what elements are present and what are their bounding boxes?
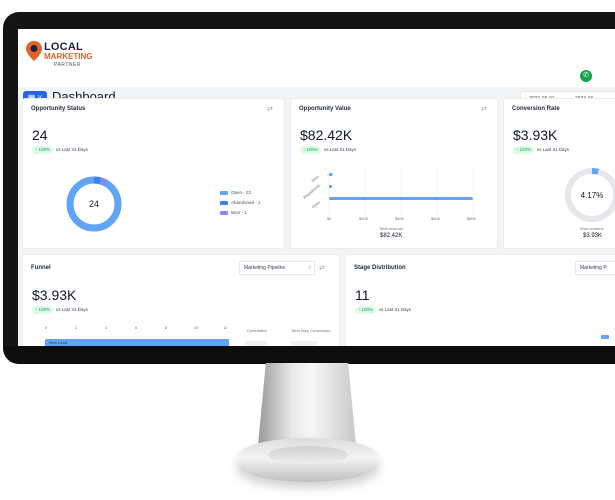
- column-header-cumulative: Cumulative: [247, 328, 268, 333]
- legend-label: Open - 22: [231, 190, 252, 195]
- x-tick: 4: [105, 325, 108, 330]
- metric-value: $3.93K: [513, 127, 558, 143]
- legend-swatch: [220, 200, 228, 205]
- total-revenue-value: $82.42K: [380, 233, 403, 239]
- card-title: Opportunity Status: [31, 106, 86, 112]
- delta-row: ↑ 100% vs Last 31 Days: [513, 146, 569, 154]
- y-axis-label: Won: [310, 173, 320, 184]
- won-revenue-label: Won revenue: [580, 226, 604, 231]
- gauge-fill[interactable]: [565, 168, 615, 222]
- legend-swatch: [220, 210, 228, 215]
- card-title: Funnel: [31, 265, 51, 271]
- next-step-cell: [291, 341, 317, 346]
- monitor-stand-base-top: [268, 446, 348, 464]
- metric-value: 24: [32, 127, 48, 143]
- column-header-next-step: Next Step Conversion: [291, 328, 331, 333]
- cumulative-cell: [245, 341, 267, 346]
- compare-text: vs Last 31 Days: [56, 307, 89, 312]
- total-revenue-label: Total revenue: [379, 226, 404, 231]
- swap-icon[interactable]: ⇄: [319, 265, 325, 272]
- logo-text-marketing: MARKETING: [44, 52, 93, 61]
- grid-icon: ▦ ˅: [28, 93, 42, 102]
- status-donut-chart: 24: [66, 176, 122, 232]
- card-title: Conversion Rate: [512, 106, 560, 112]
- donut-center-value: 24: [89, 199, 99, 209]
- card-title: Opportunity Value: [299, 106, 351, 112]
- pipeline-select-value: Marketing P: [580, 265, 607, 271]
- phone-button[interactable]: ✆: [580, 70, 592, 82]
- legend-won[interactable]: Won - 1: [220, 210, 247, 215]
- swap-icon[interactable]: ⇄: [267, 106, 273, 113]
- funnel-stage-label: New Lead: [49, 340, 68, 345]
- x-tick: 8: [165, 325, 168, 330]
- top-bar: LOCAL MARKETING PARTNER ✆: [18, 29, 615, 87]
- legend-label: Abandoned - 1: [231, 200, 261, 205]
- metric-value: $82.42K: [300, 127, 353, 143]
- logo[interactable]: LOCAL MARKETING PARTNER: [26, 39, 106, 79]
- pipeline-select[interactable]: Marketing P: [575, 261, 615, 275]
- x-tick: 6: [135, 325, 138, 330]
- donut-slice-abandoned[interactable]: [66, 176, 122, 232]
- pipeline-select-value: Marketing Pipeline: [244, 265, 286, 271]
- delta-badge: ↑ 100%: [513, 146, 535, 154]
- delta-badge: ↑ 100%: [300, 146, 322, 154]
- delta-row: ↑ 100% vs Last 31 Days: [32, 306, 88, 314]
- funnel-bar-new-lead[interactable]: [45, 339, 229, 346]
- value-bar-chart: [328, 169, 474, 215]
- map-pin-icon: [26, 41, 42, 61]
- metric-value: 11: [355, 287, 370, 303]
- compare-text: vs Last 31 Days: [537, 147, 570, 152]
- x-tick: 2: [75, 325, 78, 330]
- monitor-chin: [3, 346, 615, 364]
- y-axis-label: Open: [310, 199, 322, 210]
- opportunity-value-card: Opportunity Value ⇄ $82.42K ↑ 100% vs Las…: [290, 98, 498, 249]
- phone-icon: ✆: [583, 72, 589, 79]
- x-tick: $40K: [395, 216, 405, 221]
- delta-row: ↑ 100% vs Last 31 Days: [300, 146, 356, 154]
- delta-row: ↑ 100% vs Last 31 Days: [32, 146, 88, 154]
- x-tick: $80K: [467, 216, 477, 221]
- monitor-stand-neck: [258, 363, 356, 445]
- opportunity-status-card: Opportunity Status ⇄ 24 ↑ 100% vs Last 31…: [22, 98, 285, 249]
- legend-swatch: [220, 190, 228, 195]
- bar-open[interactable]: [329, 197, 473, 200]
- pipeline-select[interactable]: Marketing Pipeline ˅: [239, 261, 315, 275]
- x-tick: $0: [327, 216, 332, 221]
- legend-open[interactable]: Open - 22: [220, 190, 251, 195]
- legend-abandoned[interactable]: Abandoned - 1: [220, 200, 261, 205]
- x-tick: $60K: [431, 216, 441, 221]
- card-title: Stage Distribution: [354, 265, 406, 271]
- delta-badge: ↑ 100%: [355, 306, 377, 314]
- bar-abandoned[interactable]: [329, 185, 332, 188]
- x-tick: 10: [194, 325, 199, 330]
- delta-badge: ↑ 100%: [32, 146, 54, 154]
- compare-text: vs Last 31 Days: [56, 147, 89, 152]
- legend-label: Won - 1: [231, 210, 247, 215]
- won-revenue-value: $3.93K: [583, 233, 603, 239]
- logo-text-local: LOCAL: [44, 41, 83, 53]
- delta-row: ↑ 100% vs Last 31 Days: [355, 306, 411, 314]
- metric-value: $3.93K: [32, 287, 77, 303]
- x-tick: 0: [45, 325, 48, 330]
- compare-text: vs Last 31 Days: [379, 307, 412, 312]
- chevron-down-icon: ˅: [308, 265, 311, 271]
- compare-text: vs Last 31 Days: [324, 147, 357, 152]
- stage-bar[interactable]: [601, 335, 609, 339]
- conversion-gauge: 4.17%: [565, 168, 615, 222]
- logo-text-partner: PARTNER: [54, 62, 81, 68]
- stage-distribution-card: Stage Distribution Marketing P 11 ↑ 100%…: [345, 254, 615, 346]
- screen: LOCAL MARKETING PARTNER ✆ ▦ ˅ Dashboard …: [18, 29, 615, 346]
- delta-badge: ↑ 100%: [32, 306, 54, 314]
- funnel-card: Funnel Marketing Pipeline ˅ ⇄ $3.93K ↑ 10…: [22, 254, 340, 346]
- gauge-center-value: 4.17%: [581, 191, 604, 200]
- bar-won[interactable]: [329, 173, 333, 176]
- y-axis-label: Abandoned: [301, 183, 321, 200]
- x-tick: $20K: [359, 216, 369, 221]
- swap-icon[interactable]: ⇄: [481, 106, 487, 113]
- conversion-rate-card: Conversion Rate $3.93K ↑ 100% vs Last 31 …: [503, 98, 615, 249]
- x-tick: 12: [223, 325, 228, 330]
